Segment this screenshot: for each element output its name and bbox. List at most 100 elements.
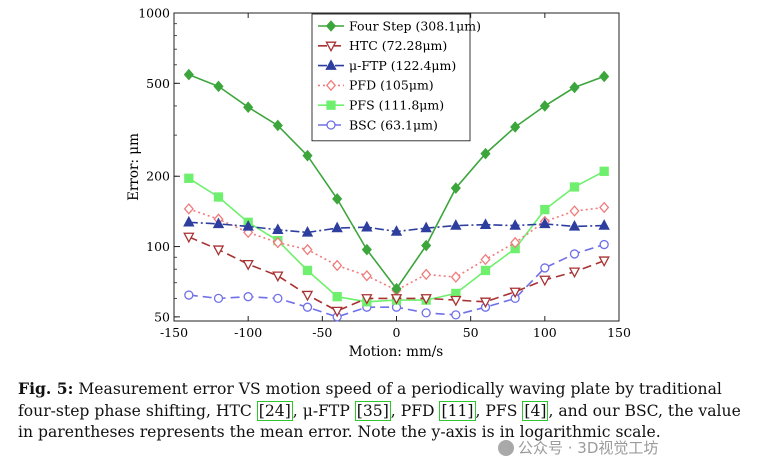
legend-label: BSC (63.1μm): [349, 117, 438, 132]
data-point: [509, 287, 521, 299]
wechat-logo-icon: [498, 440, 514, 456]
y-tick-label: 50: [154, 309, 170, 324]
legend-marker: [325, 41, 337, 53]
data-point: [569, 205, 580, 217]
legend-item: HTC (72.28μm): [318, 38, 447, 53]
error-vs-motion-chart: -150 -100 -50 0 50 100 150 50 100 200 500 1000 Mot…: [126, 6, 631, 361]
data-point: [301, 225, 314, 237]
data-point: [361, 269, 372, 282]
data-point: [540, 204, 550, 215]
data-point: [213, 80, 224, 93]
data-point: [183, 232, 195, 244]
legend-item: μ-FTP (122.4μm): [318, 58, 456, 73]
data-point: [599, 70, 610, 83]
data-point: [242, 259, 254, 271]
data-point: [331, 221, 343, 233]
data-point: [272, 236, 283, 249]
x-tick-label: -50: [312, 325, 332, 340]
series-5: [184, 239, 609, 322]
y-axis-label: Error: μm: [126, 133, 142, 201]
legend-label: HTC (72.28μm): [349, 38, 447, 53]
legend-label: PFS (111.8μm): [349, 98, 444, 113]
legend-label: μ-FTP (122.4μm): [349, 58, 456, 73]
caption-text-5: , and our BSC, the value in parentheses …: [18, 401, 741, 442]
data-point: [509, 219, 521, 230]
x-ticks: -150 -100 -50 0 50 100 150: [160, 13, 631, 340]
legend: Four Step (308.1μm) HTC (72.28μm) μ-FTP (1…: [311, 13, 481, 142]
y-tick-label: 500: [146, 76, 170, 91]
data-point: [568, 267, 581, 279]
data-point: [183, 203, 194, 215]
caption-text-2: , μ-FTP: [292, 401, 355, 420]
data-point: [213, 293, 224, 304]
x-tick-label: 100: [533, 325, 557, 340]
data-point: [451, 310, 461, 320]
data-point: [272, 119, 283, 132]
legend-item: PFS (111.8μm): [318, 98, 444, 113]
data-point: [332, 292, 342, 302]
data-point: [598, 219, 610, 230]
data-point: [569, 182, 580, 192]
series-line: [188, 170, 605, 303]
data-point: [510, 121, 521, 133]
series-0: [183, 68, 610, 295]
caption-ref-ftp[interactable]: [35]: [354, 400, 391, 421]
y-ticks: 50 100 200 500 1000: [138, 6, 180, 324]
legend-marker: [325, 20, 337, 32]
data-point: [332, 259, 343, 272]
data-point: [479, 297, 492, 309]
caption-text-3: , PFD: [390, 401, 440, 420]
legend-item: PFD (105μm): [318, 78, 434, 93]
data-point: [212, 245, 225, 257]
data-point: [213, 192, 224, 202]
caption-label: Fig. 5:: [18, 379, 74, 398]
data-point: [361, 220, 373, 232]
data-point: [420, 221, 432, 233]
legend-label: Four Step (308.1μm): [349, 18, 481, 33]
x-tick-label: 0: [393, 325, 401, 340]
watermark: 公众号 · 3D视觉工坊: [498, 437, 658, 458]
data-point: [480, 265, 491, 276]
data-point: [332, 193, 343, 205]
data-point: [391, 282, 402, 295]
legend-item: BSC (63.1μm): [318, 117, 438, 132]
data-point: [183, 68, 194, 81]
data-point: [184, 290, 194, 300]
data-point: [539, 217, 551, 229]
series-layer: [183, 68, 610, 322]
legend-marker: [326, 120, 336, 130]
data-point: [361, 294, 373, 305]
x-tick-label: -150: [160, 325, 188, 340]
data-point: [539, 100, 550, 112]
data-point: [421, 268, 432, 281]
data-point: [510, 236, 521, 249]
data-point: [243, 292, 253, 302]
series-1: [183, 232, 610, 318]
data-point: [243, 101, 254, 114]
data-point: [421, 308, 431, 318]
data-point: [479, 218, 492, 229]
legend-label: PFD (105μm): [349, 78, 434, 93]
data-point: [539, 275, 551, 287]
data-point: [599, 201, 610, 214]
data-point: [242, 220, 254, 231]
legend-box: [311, 13, 471, 142]
data-point: [390, 225, 403, 236]
caption-ref-htc[interactable]: [24]: [256, 400, 293, 421]
data-point: [273, 293, 283, 304]
y-tick-label: 100: [146, 239, 170, 254]
data-point: [421, 239, 432, 252]
data-point: [598, 256, 610, 268]
caption-ref-pfs[interactable]: [4]: [522, 400, 549, 421]
legend-marker: [325, 59, 337, 70]
caption-ref-pfd[interactable]: [11]: [439, 400, 476, 421]
data-point: [302, 243, 313, 256]
data-point: [331, 306, 343, 318]
series-line: [188, 206, 605, 292]
series-2: [183, 215, 610, 237]
x-tick-label: -100: [234, 325, 262, 340]
legend-marker: [326, 100, 336, 110]
data-point: [480, 147, 491, 160]
data-point: [599, 166, 609, 176]
legend-item: Four Step (308.1μm): [318, 18, 481, 33]
